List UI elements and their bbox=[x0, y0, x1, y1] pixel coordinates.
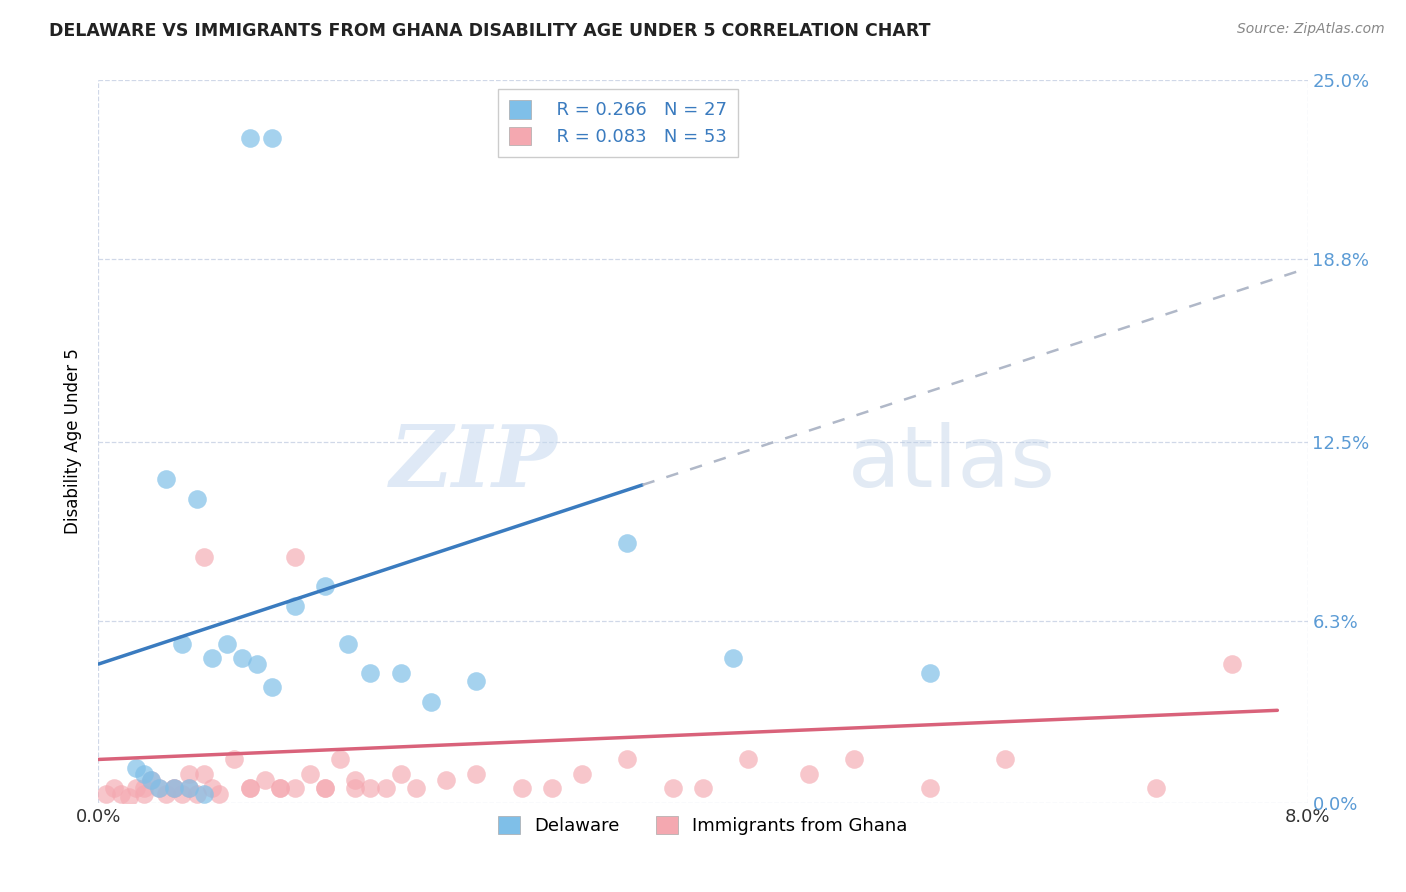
Point bbox=[239, 781, 262, 796]
Point bbox=[723, 651, 745, 665]
Point bbox=[170, 787, 193, 801]
Point bbox=[141, 772, 163, 787]
Point bbox=[94, 787, 117, 801]
Point bbox=[692, 781, 714, 796]
Text: ZIP: ZIP bbox=[389, 421, 558, 505]
Point bbox=[336, 637, 359, 651]
Point bbox=[141, 772, 163, 787]
Point bbox=[179, 767, 201, 781]
Point bbox=[179, 781, 201, 796]
Point bbox=[360, 781, 382, 796]
Point bbox=[329, 752, 352, 766]
Point bbox=[170, 637, 193, 651]
Point bbox=[360, 665, 382, 680]
Point bbox=[215, 637, 238, 651]
Point bbox=[994, 752, 1017, 766]
Point bbox=[737, 752, 759, 766]
Point bbox=[239, 131, 262, 145]
Point bbox=[1146, 781, 1168, 796]
Text: atlas: atlas bbox=[848, 422, 1056, 505]
Point bbox=[405, 781, 427, 796]
Point bbox=[571, 767, 593, 781]
Point bbox=[434, 772, 457, 787]
Point bbox=[201, 651, 224, 665]
Point bbox=[389, 665, 412, 680]
Point bbox=[208, 787, 231, 801]
Point bbox=[269, 781, 291, 796]
Point bbox=[231, 651, 253, 665]
Point bbox=[253, 772, 276, 787]
Point bbox=[239, 781, 262, 796]
Point bbox=[148, 781, 170, 796]
Point bbox=[125, 781, 148, 796]
Point bbox=[344, 772, 367, 787]
Point bbox=[284, 550, 307, 565]
Point bbox=[201, 781, 224, 796]
Point bbox=[155, 472, 177, 486]
Point bbox=[616, 752, 638, 766]
Point bbox=[132, 787, 155, 801]
Point bbox=[616, 535, 638, 549]
Point bbox=[110, 787, 132, 801]
Point bbox=[465, 674, 488, 689]
Point bbox=[125, 761, 148, 775]
Point bbox=[132, 781, 155, 796]
Point bbox=[193, 787, 215, 801]
Point bbox=[118, 790, 141, 805]
Point bbox=[262, 131, 284, 145]
Point bbox=[661, 781, 683, 796]
Point bbox=[269, 781, 291, 796]
Text: Source: ZipAtlas.com: Source: ZipAtlas.com bbox=[1237, 22, 1385, 37]
Point bbox=[797, 767, 820, 781]
Point bbox=[389, 767, 412, 781]
Point bbox=[186, 492, 208, 507]
Point bbox=[132, 767, 155, 781]
Point bbox=[148, 781, 170, 796]
Point bbox=[193, 767, 215, 781]
Point bbox=[193, 550, 215, 565]
Point bbox=[163, 781, 186, 796]
Point bbox=[918, 665, 941, 680]
Point bbox=[179, 781, 201, 796]
Point bbox=[155, 787, 177, 801]
Point bbox=[314, 781, 336, 796]
Point bbox=[510, 781, 533, 796]
Point bbox=[284, 599, 307, 614]
Y-axis label: Disability Age Under 5: Disability Age Under 5 bbox=[65, 349, 83, 534]
Point bbox=[344, 781, 367, 796]
Point bbox=[374, 781, 396, 796]
Point bbox=[103, 781, 125, 796]
Point bbox=[262, 680, 284, 694]
Point bbox=[299, 767, 322, 781]
Point bbox=[465, 767, 488, 781]
Point bbox=[163, 781, 186, 796]
Point bbox=[163, 781, 186, 796]
Point bbox=[186, 787, 208, 801]
Point bbox=[224, 752, 246, 766]
Legend: Delaware, Immigrants from Ghana: Delaware, Immigrants from Ghana bbox=[489, 807, 917, 845]
Point bbox=[918, 781, 941, 796]
Text: DELAWARE VS IMMIGRANTS FROM GHANA DISABILITY AGE UNDER 5 CORRELATION CHART: DELAWARE VS IMMIGRANTS FROM GHANA DISABI… bbox=[49, 22, 931, 40]
Point bbox=[246, 657, 269, 671]
Point bbox=[314, 781, 336, 796]
Point bbox=[1220, 657, 1243, 671]
Point bbox=[420, 695, 443, 709]
Point bbox=[844, 752, 866, 766]
Point bbox=[314, 579, 336, 593]
Point bbox=[284, 781, 307, 796]
Point bbox=[540, 781, 562, 796]
